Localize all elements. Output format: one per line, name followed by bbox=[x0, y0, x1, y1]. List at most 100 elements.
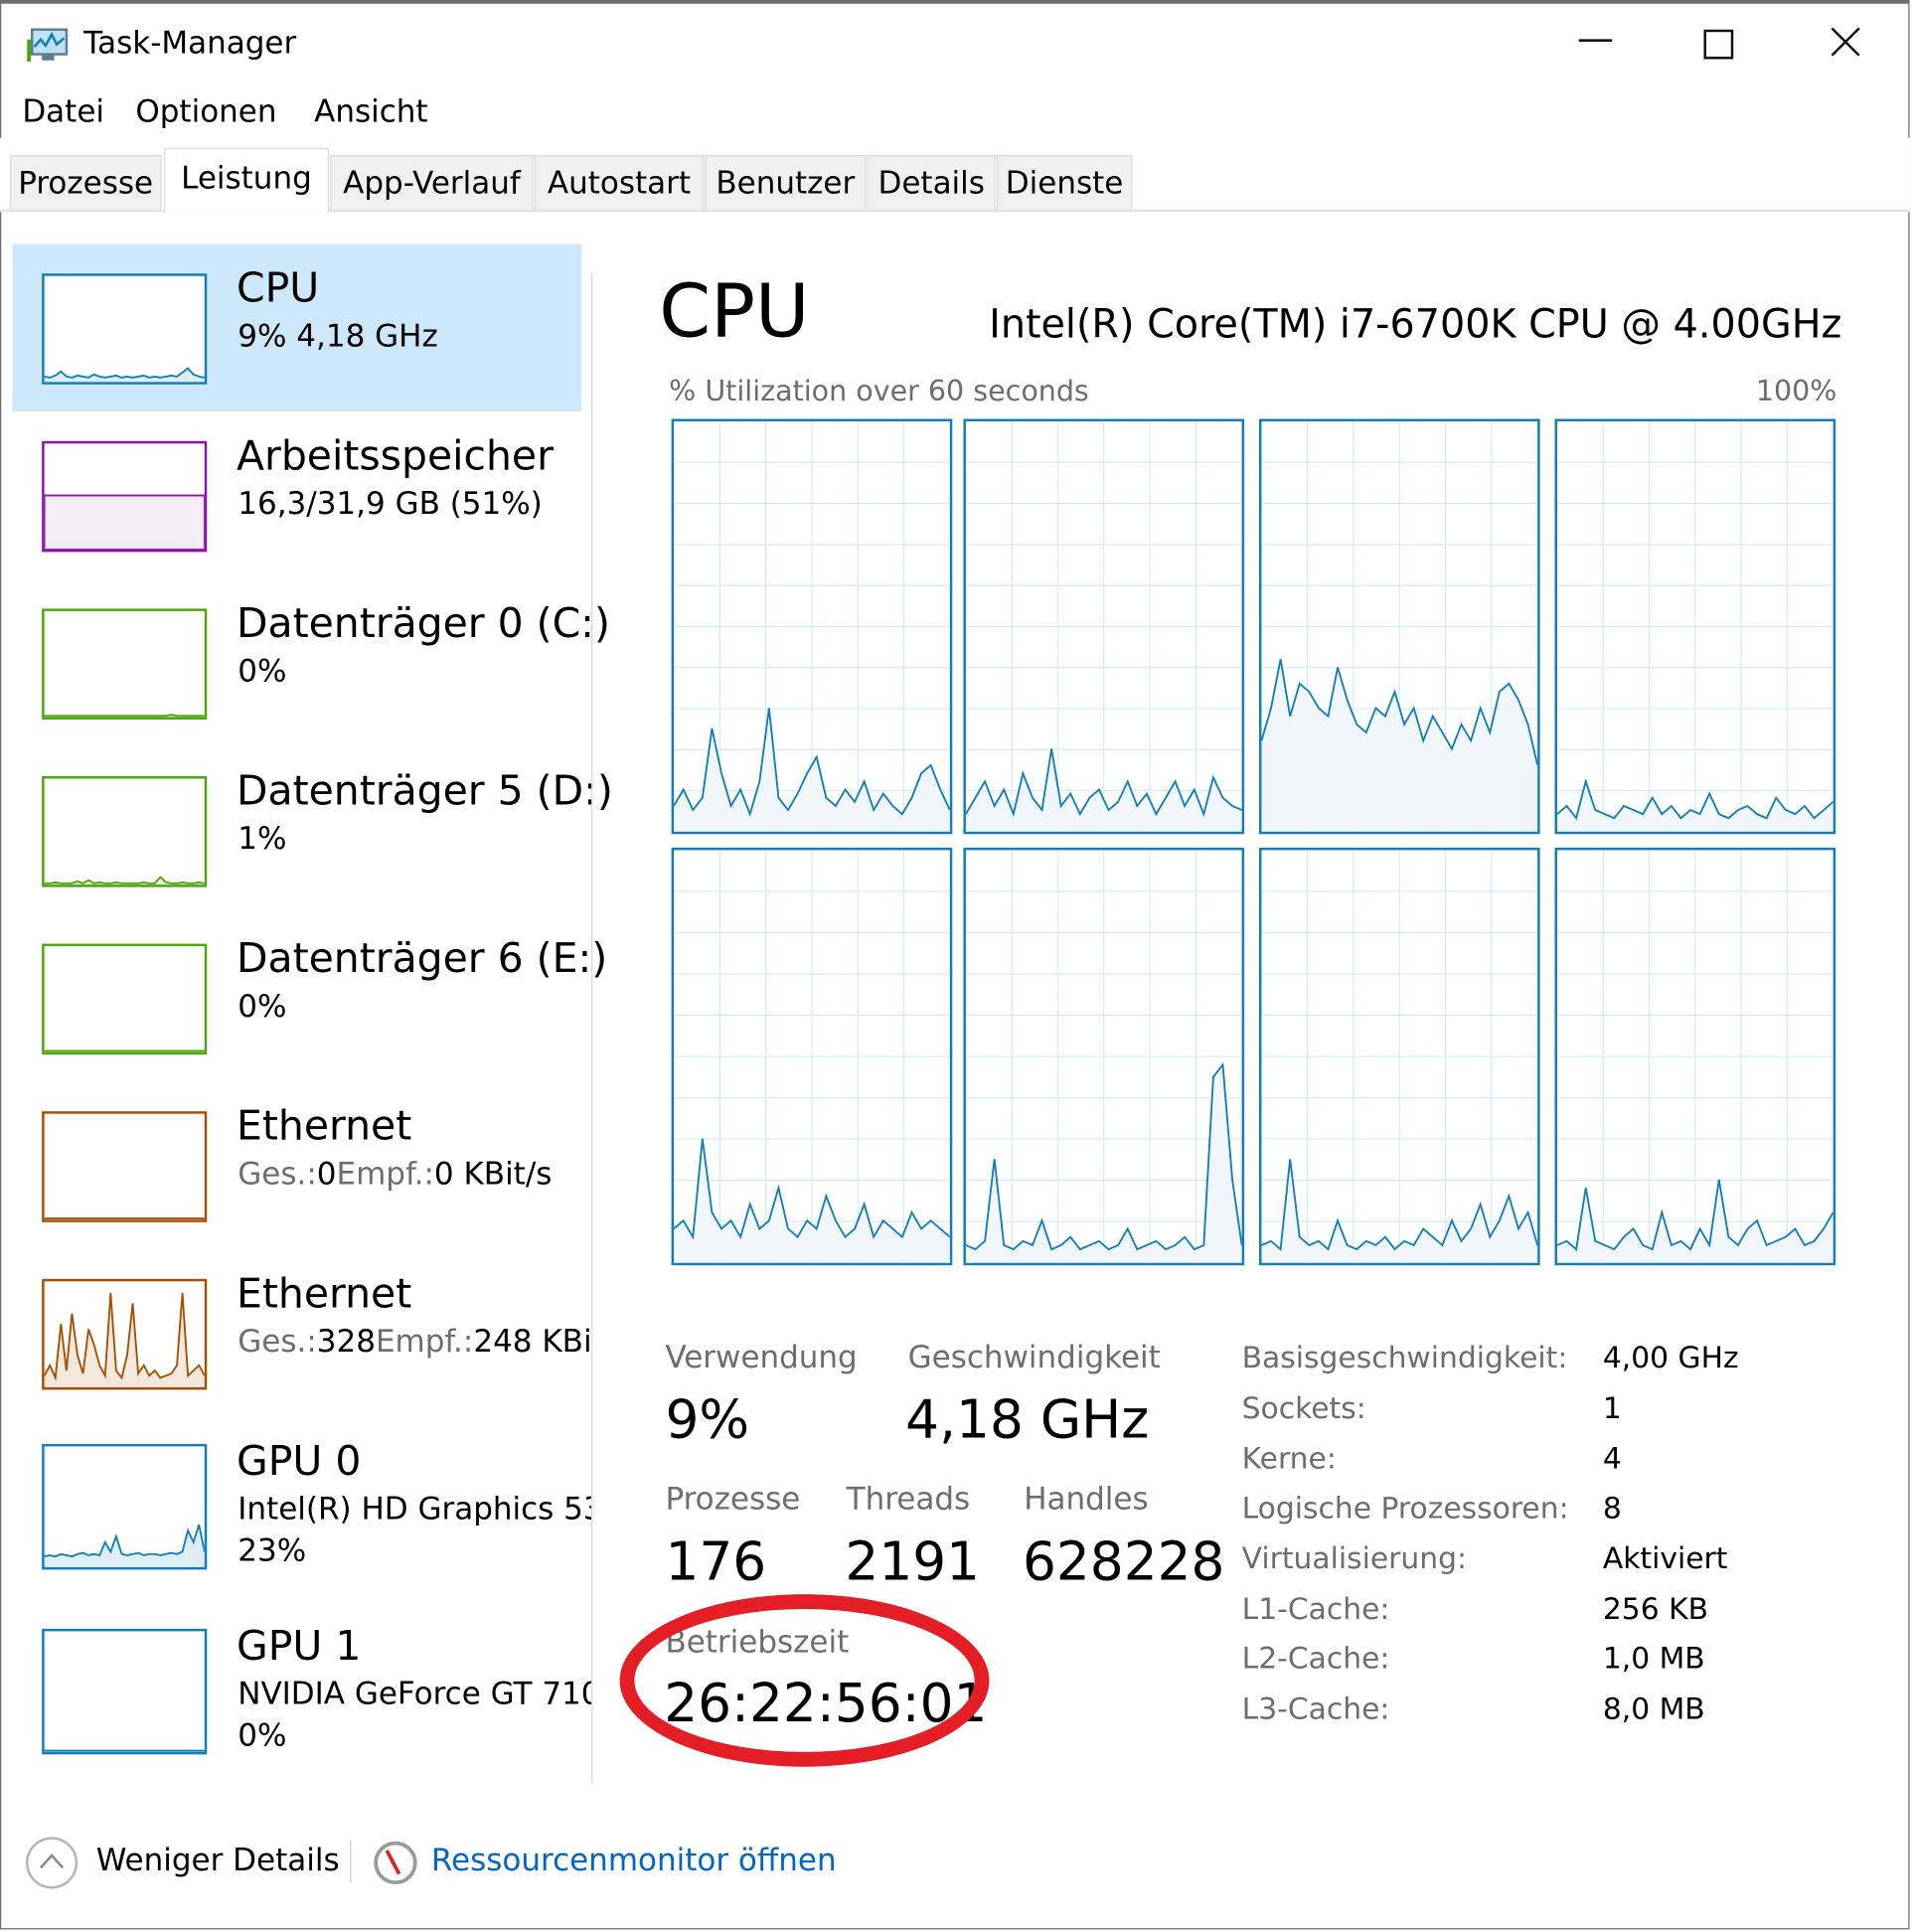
utilization-line bbox=[44, 876, 205, 885]
chevron-up-icon bbox=[26, 1837, 79, 1889]
logical-processor-graph-7 bbox=[1554, 847, 1836, 1266]
close-icon bbox=[1831, 27, 1860, 57]
menu-datei[interactable]: Datei bbox=[22, 93, 105, 130]
utilization-area bbox=[1556, 1179, 1833, 1263]
maximize-button[interactable] bbox=[1703, 29, 1734, 60]
utilization-line bbox=[44, 1524, 205, 1558]
sidebar-thumbnail-graph bbox=[42, 1111, 208, 1222]
sidebar-thumbnail-graph bbox=[42, 1628, 208, 1755]
speed-value: 4,18 GHz bbox=[905, 1389, 1150, 1452]
sidebar-thumbnail-graph bbox=[42, 776, 208, 887]
logical-processor-graph-5 bbox=[963, 847, 1245, 1266]
fewer-details-link[interactable]: Weniger Details bbox=[96, 1842, 340, 1877]
spec-label: Basisgeschwindigkeit: bbox=[1241, 1340, 1568, 1375]
spec-value: 1,0 MB bbox=[1602, 1641, 1705, 1676]
sidebar-item-subtitle-part: Empf.: bbox=[375, 1323, 474, 1360]
logical-processor-graph-3 bbox=[1554, 418, 1836, 835]
uptime-highlight-ellipse bbox=[619, 1594, 990, 1767]
sidebar-item-subtitle: Intel(R) HD Graphics 530 bbox=[238, 1491, 592, 1527]
sidebar-item-value: 0% bbox=[238, 1717, 287, 1754]
tab-app-verlauf[interactable]: App-Verlauf bbox=[330, 155, 534, 210]
sidebar-item-subtitle: NVIDIA GeForce GT 710 bbox=[238, 1675, 592, 1711]
utilization-area bbox=[965, 1064, 1242, 1263]
spec-label: L1-Cache: bbox=[1241, 1591, 1390, 1627]
utilization-line bbox=[674, 1138, 950, 1240]
utilization-line bbox=[1556, 778, 1833, 821]
usage-label: Verwendung bbox=[665, 1339, 858, 1375]
menu-ansicht[interactable]: Ansicht bbox=[314, 93, 428, 130]
window-title: Task-Manager bbox=[83, 24, 297, 61]
fewer-details-label: Weniger Details bbox=[95, 1842, 340, 1878]
sidebar-item-title: GPU 0 bbox=[237, 1436, 362, 1485]
spec-label: Logische Prozessoren: bbox=[1241, 1491, 1569, 1526]
threads-value: 2191 bbox=[845, 1530, 981, 1593]
utilization-line bbox=[1556, 1179, 1833, 1251]
tab-benutzer[interactable]: Benutzer bbox=[705, 155, 867, 210]
fewer-details-button[interactable] bbox=[25, 1836, 80, 1890]
utilization-line bbox=[965, 748, 1242, 818]
utilization-line bbox=[44, 1292, 205, 1381]
sidebar-item-title: Ethernet bbox=[237, 1268, 412, 1318]
sidebar-item-subtitle: 16,3/31,9 GB (51%) bbox=[238, 485, 543, 522]
tab-leistung[interactable]: Leistung bbox=[163, 147, 329, 213]
utilization-area bbox=[674, 708, 950, 832]
spec-value: 256 KB bbox=[1602, 1591, 1709, 1627]
spec-label: Sockets: bbox=[1241, 1390, 1366, 1426]
sidebar-item-subtitle-part: Ges.: bbox=[238, 1155, 317, 1192]
spec-value: 4 bbox=[1602, 1441, 1622, 1477]
spec-value: 8 bbox=[1602, 1491, 1622, 1526]
graph-max-label: 100% bbox=[1755, 376, 1837, 408]
sidebar-item-subtitle: 0% bbox=[238, 653, 287, 689]
utilization-area bbox=[44, 368, 205, 383]
sidebar-divider bbox=[591, 273, 593, 1783]
sidebar-item-subtitle: Ges.:328Empf.:248 KBi bbox=[238, 1323, 591, 1359]
graph-label: % Utilization over 60 seconds bbox=[669, 376, 1089, 408]
sidebar-item-subtitle-part: 0 KBit/s bbox=[433, 1155, 553, 1192]
tab-dienste[interactable]: Dienste bbox=[996, 155, 1133, 210]
logical-processor-graph-2 bbox=[1258, 418, 1540, 835]
speed-label: Geschwindigkeit bbox=[907, 1339, 1161, 1375]
processes-label: Prozesse bbox=[665, 1481, 801, 1518]
sidebar-thumbnail-graph bbox=[42, 1443, 208, 1570]
resource-monitor-icon bbox=[374, 1841, 417, 1885]
sidebar-item-subtitle-part: 0 bbox=[316, 1155, 337, 1192]
sidebar-item-title: Arbeitsspeicher bbox=[237, 430, 554, 480]
handles-label: Handles bbox=[1024, 1481, 1149, 1518]
sidebar-item-subtitle-part: 328 bbox=[316, 1323, 376, 1360]
task-manager-icon bbox=[27, 28, 69, 62]
sidebar-item-subtitle-part: 248 KBi bbox=[473, 1323, 592, 1360]
usage-value: 9% bbox=[665, 1389, 750, 1452]
minimize-button[interactable]: — bbox=[1577, 17, 1614, 60]
utilization-line bbox=[965, 1061, 1242, 1251]
utilization-area bbox=[1261, 1159, 1538, 1263]
tab-autostart[interactable]: Autostart bbox=[535, 155, 704, 210]
spec-value: 1 bbox=[1602, 1390, 1622, 1426]
spec-value: 4,00 GHz bbox=[1602, 1340, 1739, 1375]
sidebar-item-value: 23% bbox=[238, 1532, 307, 1569]
sidebar-item-subtitle: 1% bbox=[238, 820, 287, 857]
sidebar-item-subtitle-part: Empf.: bbox=[336, 1155, 434, 1192]
sidebar-item-subtitle: 9% 4,18 GHz bbox=[238, 317, 438, 354]
tab-prozesse[interactable]: Prozesse bbox=[9, 155, 162, 210]
logical-processor-graph-1 bbox=[963, 418, 1245, 835]
sidebar-item-subtitle: 0% bbox=[238, 988, 287, 1025]
spec-label: L3-Cache: bbox=[1241, 1691, 1390, 1726]
logical-processor-graph-0 bbox=[671, 418, 953, 835]
cpu-name: Intel(R) Core(TM) i7-6700K CPU @ 4.00GHz bbox=[989, 300, 1842, 348]
utilization-line bbox=[1261, 1159, 1538, 1251]
logical-processor-graph-6 bbox=[1258, 847, 1540, 1266]
tab-details[interactable]: Details bbox=[867, 155, 996, 210]
utilization-area bbox=[1261, 659, 1538, 832]
resource-monitor-link[interactable]: Ressourcenmonitor öffnen bbox=[430, 1842, 837, 1878]
sidebar-thumbnail-graph bbox=[42, 1278, 208, 1390]
memory-fill bbox=[44, 494, 205, 550]
sidebar-item-title: Datenträger 0 (C:) bbox=[237, 598, 610, 647]
spec-value: Aktiviert bbox=[1602, 1540, 1728, 1576]
threads-label: Threads bbox=[846, 1481, 971, 1518]
sidebar-thumbnail-graph bbox=[42, 440, 208, 553]
utilization-line bbox=[44, 367, 205, 379]
sidebar-item-title: Datenträger 6 (E:) bbox=[237, 933, 608, 983]
close-button[interactable] bbox=[1831, 27, 1860, 57]
logical-processor-graph-4 bbox=[671, 847, 953, 1266]
menu-optionen[interactable]: Optionen bbox=[135, 93, 277, 130]
